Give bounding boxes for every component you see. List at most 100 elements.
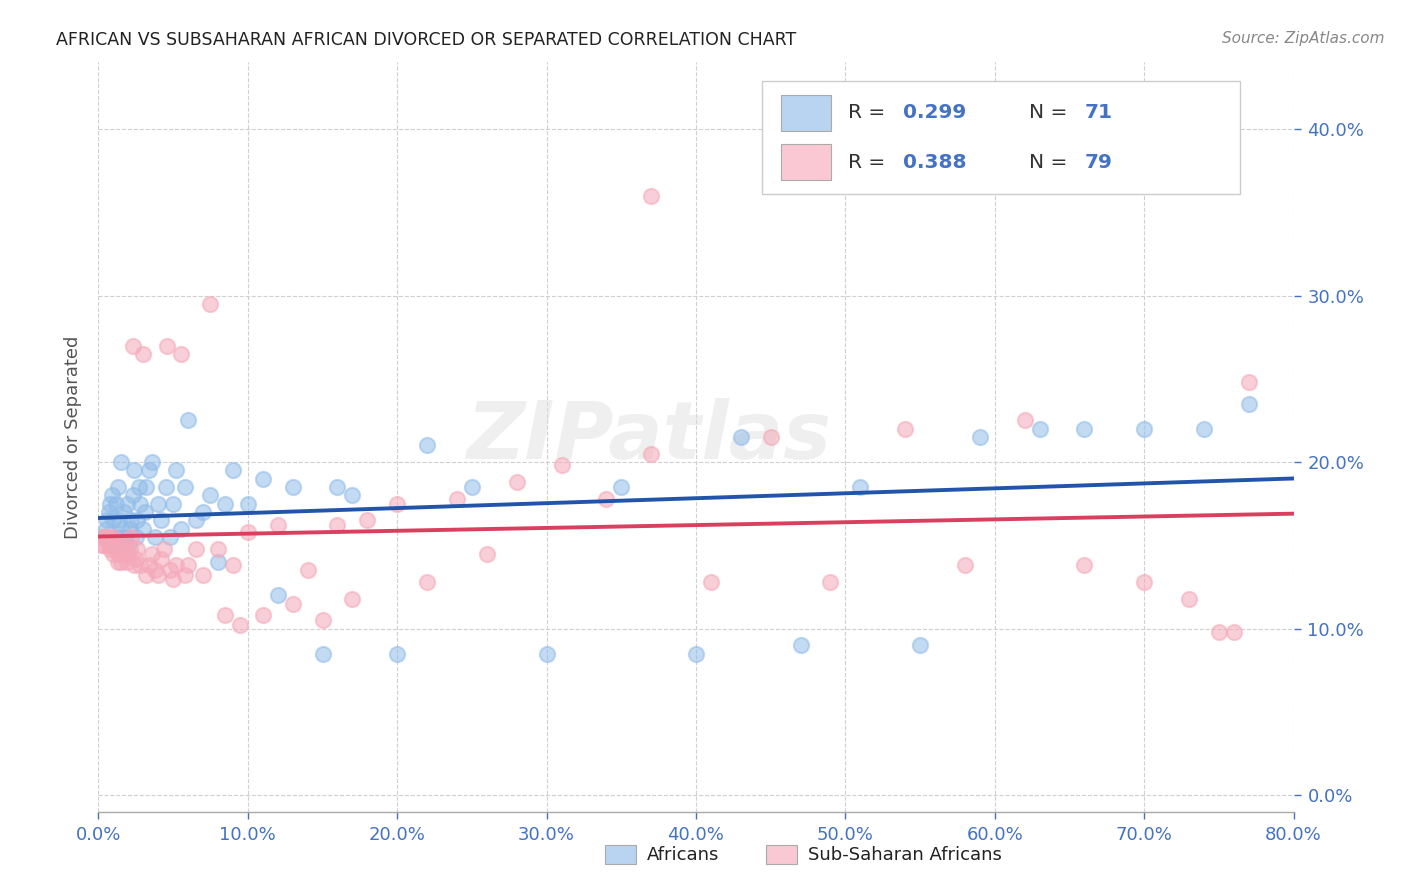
Point bbox=[110, 455, 132, 469]
Point bbox=[127, 541, 149, 556]
Point bbox=[342, 591, 364, 606]
Point bbox=[125, 551, 148, 566]
Point bbox=[91, 530, 114, 544]
Point bbox=[640, 447, 662, 461]
Point bbox=[1208, 624, 1230, 639]
Point bbox=[1073, 422, 1095, 436]
Point bbox=[97, 505, 120, 519]
Point bbox=[150, 513, 173, 527]
Point bbox=[475, 547, 498, 561]
Point bbox=[96, 513, 118, 527]
Point bbox=[135, 568, 157, 582]
Point bbox=[730, 430, 752, 444]
Point bbox=[385, 647, 409, 661]
Point bbox=[506, 475, 529, 489]
Point bbox=[111, 522, 134, 536]
Point bbox=[200, 297, 222, 311]
Point bbox=[118, 541, 141, 556]
Point bbox=[121, 488, 143, 502]
Point bbox=[1028, 422, 1050, 436]
Point bbox=[1133, 422, 1156, 436]
Point bbox=[184, 513, 207, 527]
Point bbox=[342, 488, 364, 502]
Point bbox=[141, 547, 163, 561]
Point bbox=[281, 480, 304, 494]
Point bbox=[103, 530, 125, 544]
Point bbox=[1178, 591, 1201, 606]
Point bbox=[91, 530, 114, 544]
Point bbox=[105, 535, 128, 549]
Point bbox=[385, 497, 409, 511]
Point bbox=[148, 568, 170, 582]
Point bbox=[156, 338, 179, 352]
Point bbox=[108, 547, 131, 561]
Point bbox=[640, 188, 662, 202]
Text: AFRICAN VS SUBSAHARAN AFRICAN DIVORCED OR SEPARATED CORRELATION CHART: AFRICAN VS SUBSAHARAN AFRICAN DIVORCED O… bbox=[56, 31, 796, 49]
Point bbox=[759, 430, 782, 444]
Point bbox=[128, 480, 150, 494]
Point bbox=[207, 541, 229, 556]
Point bbox=[101, 535, 124, 549]
Point bbox=[108, 513, 131, 527]
Point bbox=[112, 505, 135, 519]
Point bbox=[143, 530, 166, 544]
FancyBboxPatch shape bbox=[762, 81, 1240, 194]
Point bbox=[153, 541, 176, 556]
Point bbox=[98, 541, 122, 556]
Point bbox=[155, 480, 177, 494]
Text: 71: 71 bbox=[1084, 103, 1112, 122]
Point bbox=[129, 497, 152, 511]
Point bbox=[121, 338, 143, 352]
Point bbox=[104, 541, 127, 556]
Point bbox=[894, 422, 917, 436]
Point bbox=[127, 513, 149, 527]
Point bbox=[141, 455, 163, 469]
Text: N =: N = bbox=[1029, 103, 1074, 122]
Point bbox=[150, 551, 173, 566]
Point bbox=[820, 574, 842, 589]
Point bbox=[124, 558, 146, 573]
Point bbox=[115, 555, 138, 569]
Point bbox=[112, 547, 135, 561]
Text: 0.388: 0.388 bbox=[903, 153, 966, 171]
Bar bbox=[780, 95, 831, 130]
Point bbox=[200, 488, 222, 502]
Point bbox=[214, 608, 236, 623]
Point bbox=[222, 463, 245, 477]
Text: N =: N = bbox=[1029, 153, 1074, 171]
Point bbox=[416, 438, 439, 452]
Point bbox=[165, 463, 187, 477]
Point bbox=[236, 497, 259, 511]
Point bbox=[159, 530, 181, 544]
Point bbox=[135, 480, 157, 494]
Point bbox=[214, 497, 236, 511]
Point bbox=[107, 480, 129, 494]
Point bbox=[1133, 574, 1156, 589]
Point bbox=[311, 613, 333, 627]
Point bbox=[101, 488, 124, 502]
Point bbox=[107, 555, 129, 569]
Text: 79: 79 bbox=[1084, 153, 1112, 171]
Point bbox=[311, 647, 333, 661]
Point bbox=[184, 541, 207, 556]
Point bbox=[685, 647, 707, 661]
Point bbox=[115, 497, 138, 511]
Point bbox=[120, 530, 142, 544]
Point bbox=[111, 541, 134, 556]
Point bbox=[281, 597, 304, 611]
Point bbox=[159, 563, 181, 577]
Point bbox=[191, 568, 214, 582]
Point bbox=[356, 513, 378, 527]
Point bbox=[222, 558, 245, 573]
Point bbox=[550, 458, 572, 473]
Point bbox=[94, 530, 117, 544]
Point bbox=[138, 463, 160, 477]
Point bbox=[117, 547, 139, 561]
Point bbox=[1073, 558, 1095, 573]
Point bbox=[595, 491, 617, 506]
Point bbox=[252, 472, 274, 486]
Point bbox=[252, 608, 274, 623]
Point bbox=[174, 568, 197, 582]
Point bbox=[118, 522, 141, 536]
Point bbox=[162, 572, 184, 586]
